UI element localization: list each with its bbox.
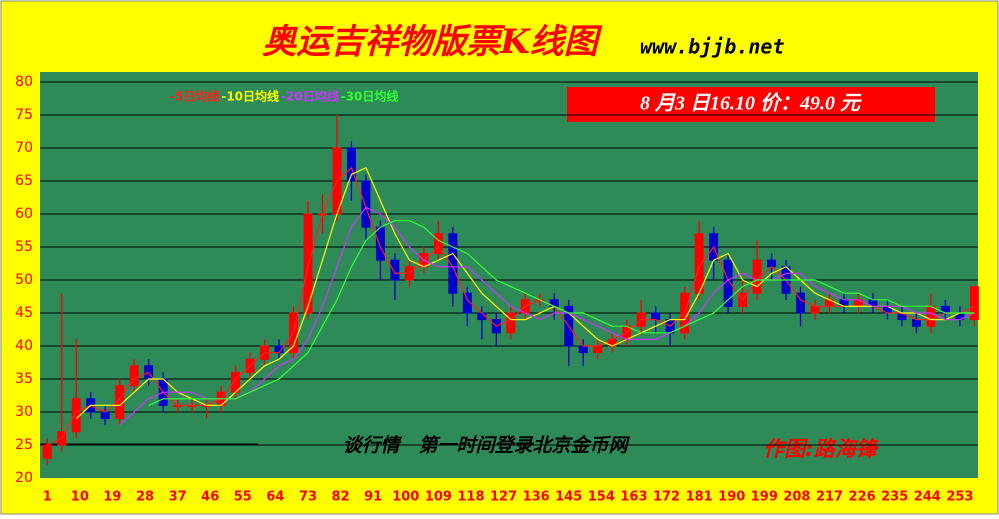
y-tick-label: 35: [15, 371, 33, 387]
candle-body: [375, 226, 385, 261]
candle-body: [969, 286, 979, 321]
x-tick-label: 253: [946, 490, 973, 505]
x-tick-label: 172: [653, 490, 680, 505]
y-tick-label: 25: [15, 437, 33, 453]
y-tick-label: 60: [15, 206, 33, 222]
x-tick-label: 37: [169, 490, 187, 505]
y-tick-label: 50: [15, 272, 33, 288]
y-tick-label: 70: [15, 140, 33, 156]
x-tick-label: 1: [43, 490, 52, 505]
y-tick-label: 80: [15, 74, 33, 90]
candle-body: [810, 305, 820, 314]
candle-body: [448, 233, 458, 294]
candle-body: [100, 411, 110, 420]
x-tick-label: 145: [555, 490, 582, 505]
y-tick-label: 65: [15, 173, 33, 189]
candle-body: [593, 345, 603, 354]
candle-body: [361, 180, 371, 228]
legend-entry: -30日均线: [341, 89, 399, 104]
x-tick-label: 136: [523, 490, 550, 505]
legend-entry: -10日均线: [221, 89, 279, 104]
price-box: [567, 87, 935, 122]
annotation: 作图:路海锋: [763, 437, 879, 461]
candle-body: [42, 444, 52, 459]
x-tick-label: 199: [751, 490, 778, 505]
x-tick-label: 55: [234, 490, 252, 505]
x-tick-label: 64: [266, 490, 284, 505]
ma-line: [119, 206, 975, 426]
candle-body: [911, 319, 921, 327]
x-tick-label: 82: [332, 490, 350, 505]
x-tick-label: 226: [849, 490, 876, 505]
x-tick-label: 163: [620, 490, 647, 505]
x-tick-label: 190: [718, 490, 745, 505]
x-tick-label: 235: [881, 490, 908, 505]
ma-line: [148, 220, 975, 406]
price-note: 8 月3 日16.10 价：49.0 元: [640, 92, 862, 115]
y-tick-label: 75: [15, 107, 33, 123]
candle-body: [926, 305, 936, 327]
x-tick-label: 28: [136, 490, 154, 505]
ma-line: [75, 167, 975, 420]
y-tick-label: 40: [15, 338, 33, 354]
candle-body: [506, 312, 516, 334]
x-tick-label: 91: [364, 490, 382, 505]
legend: -5日均线 -10日均线 -20日均线 -30日均线: [170, 89, 398, 104]
y-tick-label: 55: [15, 239, 33, 255]
candle-body: [346, 147, 356, 182]
candle-body: [390, 259, 400, 281]
candle-body: [433, 233, 443, 255]
y-tick-label: 30: [15, 404, 33, 420]
x-tick-label: 100: [392, 490, 419, 505]
chart-title: 奥运吉祥物版票K线图: [262, 22, 603, 62]
x-tick-label: 208: [783, 490, 810, 505]
candle-body: [129, 365, 139, 387]
x-tick-label: 46: [201, 490, 219, 505]
x-tick-label: 244: [914, 490, 941, 505]
x-tick-label: 154: [588, 490, 615, 505]
legend-entry: -5日均线: [170, 89, 219, 104]
candle-body: [767, 259, 777, 268]
x-tick-label: 118: [457, 490, 484, 505]
x-tick-label: 73: [299, 490, 317, 505]
x-tick-label: 217: [816, 490, 843, 505]
y-tick-label: 20: [15, 470, 33, 486]
candle-body: [796, 292, 806, 314]
x-tick-label: 127: [490, 490, 517, 505]
candle-body: [651, 312, 661, 321]
plot-area: [40, 72, 978, 478]
candle-body: [303, 213, 313, 314]
x-tick-label: 10: [71, 490, 89, 505]
x-tick-label: 109: [425, 490, 452, 505]
y-tick-label: 45: [15, 305, 33, 321]
candle-body: [578, 345, 588, 354]
x-tick-label: 19: [103, 490, 121, 505]
x-tick-label: 181: [686, 490, 713, 505]
legend-entry: -20日均线: [281, 89, 339, 104]
chart-subtitle: www.bjjb.net: [640, 35, 785, 59]
